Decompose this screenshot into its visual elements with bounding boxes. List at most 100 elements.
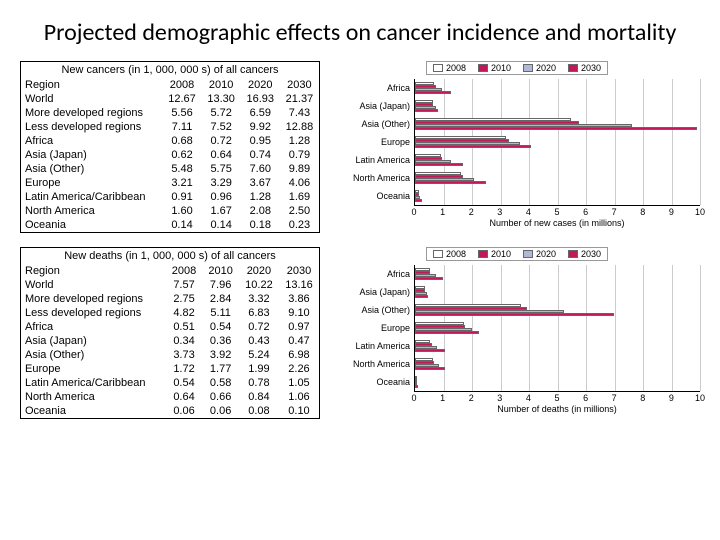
legend-label: 2010 <box>491 63 511 73</box>
value-cell: 1.28 <box>280 134 319 148</box>
value-cell: 0.68 <box>162 134 201 148</box>
cases-cat-labels: AfricaAsia (Japan)Asia (Other)EuropeLati… <box>334 79 414 206</box>
region-cell: Latin America/Caribbean <box>21 376 166 390</box>
bar-group <box>415 319 700 337</box>
value-cell: 9.10 <box>279 306 319 320</box>
value-cell: 5.11 <box>202 306 239 320</box>
table-row: North America1.601.672.082.50 <box>21 204 319 218</box>
table-row: Europe1.721.771.992.26 <box>21 362 319 376</box>
legend-label: 2020 <box>536 63 556 73</box>
value-cell: 0.96 <box>202 190 241 204</box>
table-row: Latin America/Caribbean0.540.580.781.05 <box>21 376 319 390</box>
region-cell: Africa <box>21 320 166 334</box>
grid-line <box>700 79 701 205</box>
cases-bars-area <box>414 79 700 206</box>
value-cell: 12.67 <box>162 92 201 106</box>
region-cell: Less developed regions <box>21 306 166 320</box>
category-label: Africa <box>334 79 410 97</box>
value-cell: 0.34 <box>166 334 203 348</box>
table-row: Asia (Other)3.733.925.246.98 <box>21 348 319 362</box>
category-label: Asia (Other) <box>334 301 410 319</box>
deaths-header-region: Region <box>21 264 166 278</box>
table-row: Latin America/Caribbean0.910.961.281.69 <box>21 190 319 204</box>
value-cell: 6.59 <box>241 106 280 120</box>
value-cell: 1.69 <box>280 190 319 204</box>
category-label: Oceania <box>334 373 410 391</box>
category-label: Africa <box>334 265 410 283</box>
region-cell: Asia (Japan) <box>21 148 162 162</box>
category-label: Asia (Other) <box>334 115 410 133</box>
legend-item: 2010 <box>478 63 511 73</box>
region-cell: North America <box>21 390 166 404</box>
cases-header-region: Region <box>21 78 162 92</box>
category-label: Oceania <box>334 187 410 205</box>
deaths-header-2030: 2030 <box>279 264 319 278</box>
value-cell: 3.92 <box>202 348 239 362</box>
value-cell: 1.06 <box>279 390 319 404</box>
legend-swatch <box>478 64 488 72</box>
value-cell: 0.72 <box>202 134 241 148</box>
value-cell: 0.58 <box>202 376 239 390</box>
cases-legend: 2008201020202030 <box>426 61 608 75</box>
legend-label: 2030 <box>581 249 601 259</box>
cases-x-label: Number of new cases (in millions) <box>414 218 700 228</box>
legend-item: 2008 <box>433 249 466 259</box>
value-cell: 0.54 <box>166 376 203 390</box>
table-row: More developed regions5.565.726.597.43 <box>21 106 319 120</box>
bar-group <box>415 151 700 169</box>
region-cell: Latin America/Caribbean <box>21 190 162 204</box>
grid-line <box>700 265 701 391</box>
bar <box>415 277 443 280</box>
region-cell: Asia (Other) <box>21 162 162 176</box>
value-cell: 3.29 <box>202 176 241 190</box>
value-cell: 1.72 <box>166 362 203 376</box>
deaths-caption: New deaths (in 1, 000, 000 s) of all can… <box>21 248 319 264</box>
value-cell: 7.52 <box>202 120 241 134</box>
region-cell: Europe <box>21 362 166 376</box>
value-cell: 0.54 <box>202 320 239 334</box>
table-row: Less developed regions4.825.116.839.10 <box>21 306 319 320</box>
cases-section: New cancers (in 1, 000, 000 s) of all ca… <box>20 61 700 233</box>
value-cell: 3.32 <box>239 292 279 306</box>
value-cell: 3.67 <box>241 176 280 190</box>
value-cell: 4.82 <box>166 306 203 320</box>
table-row: More developed regions2.752.843.323.86 <box>21 292 319 306</box>
bar-group <box>415 301 700 319</box>
bar <box>415 127 697 130</box>
value-cell: 1.77 <box>202 362 239 376</box>
category-label: North America <box>334 169 410 187</box>
value-cell: 1.60 <box>162 204 201 218</box>
bar-group <box>415 79 700 97</box>
legend-swatch <box>523 64 533 72</box>
deaths-section: New deaths (in 1, 000, 000 s) of all can… <box>20 247 700 419</box>
value-cell: 4.06 <box>280 176 319 190</box>
table-row: North America0.640.660.841.06 <box>21 390 319 404</box>
category-label: Latin America <box>334 337 410 355</box>
cases-header-2020: 2020 <box>241 78 280 92</box>
region-cell: More developed regions <box>21 106 162 120</box>
region-cell: World <box>21 278 166 292</box>
value-cell: 1.67 <box>202 204 241 218</box>
value-cell: 0.06 <box>166 404 203 418</box>
cases-header-row: Region 2008 2010 2020 2030 <box>21 78 319 92</box>
legend-item: 2020 <box>523 249 556 259</box>
category-label: Europe <box>334 319 410 337</box>
bar-group <box>415 97 700 115</box>
region-cell: World <box>21 92 162 106</box>
category-label: North America <box>334 355 410 373</box>
value-cell: 9.89 <box>280 162 319 176</box>
category-label: Asia (Japan) <box>334 283 410 301</box>
bar <box>415 109 438 112</box>
cases-x-axis: 012345678910 <box>414 207 700 217</box>
table-row: World12.6713.3016.9321.37 <box>21 92 319 106</box>
value-cell: 0.79 <box>280 148 319 162</box>
value-cell: 0.14 <box>202 218 241 232</box>
legend-swatch <box>568 64 578 72</box>
bar-group <box>415 115 700 133</box>
value-cell: 7.96 <box>202 278 239 292</box>
deaths-header-2020: 2020 <box>239 264 279 278</box>
value-cell: 0.91 <box>162 190 201 204</box>
region-cell: Asia (Other) <box>21 348 166 362</box>
legend-item: 2010 <box>478 249 511 259</box>
deaths-x-axis: 012345678910 <box>414 393 700 403</box>
